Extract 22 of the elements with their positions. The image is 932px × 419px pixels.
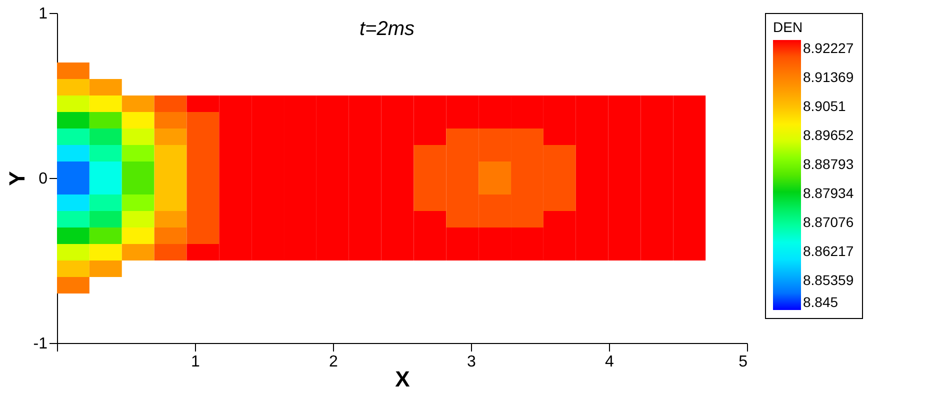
y-tick-label: 1 bbox=[38, 6, 48, 22]
color-bar-label: 8.91369 bbox=[803, 69, 854, 86]
y-axis-title: Y bbox=[4, 170, 30, 186]
y-tick-label: -1 bbox=[33, 336, 48, 352]
color-bar-label: 8.9051 bbox=[803, 98, 846, 114]
color-bar-label: 8.88793 bbox=[803, 156, 854, 172]
color-bar-label: 8.89652 bbox=[803, 127, 854, 144]
color-bar-label: 8.85359 bbox=[803, 272, 854, 288]
y-tick-label: 0 bbox=[38, 170, 48, 188]
color-bar-label: 8.92227 bbox=[803, 40, 854, 56]
color-bar-label: 8.87076 bbox=[803, 214, 854, 230]
color-bar-label: 8.86217 bbox=[803, 243, 854, 260]
x-tick-label: 4 bbox=[605, 354, 614, 370]
color-bar-label: 8.845 bbox=[803, 294, 838, 310]
x-axis-title: X bbox=[395, 366, 410, 392]
x-tick-label: 2 bbox=[329, 354, 338, 370]
color-bar-label: 8.87934 bbox=[803, 185, 854, 202]
x-tick-label: 3 bbox=[467, 354, 476, 370]
x-tick-label: 1 bbox=[191, 354, 200, 370]
color-bar-title: DEN bbox=[773, 19, 803, 35]
annotation: t=2ms bbox=[359, 18, 415, 40]
x-tick-label: 5 bbox=[738, 354, 748, 370]
